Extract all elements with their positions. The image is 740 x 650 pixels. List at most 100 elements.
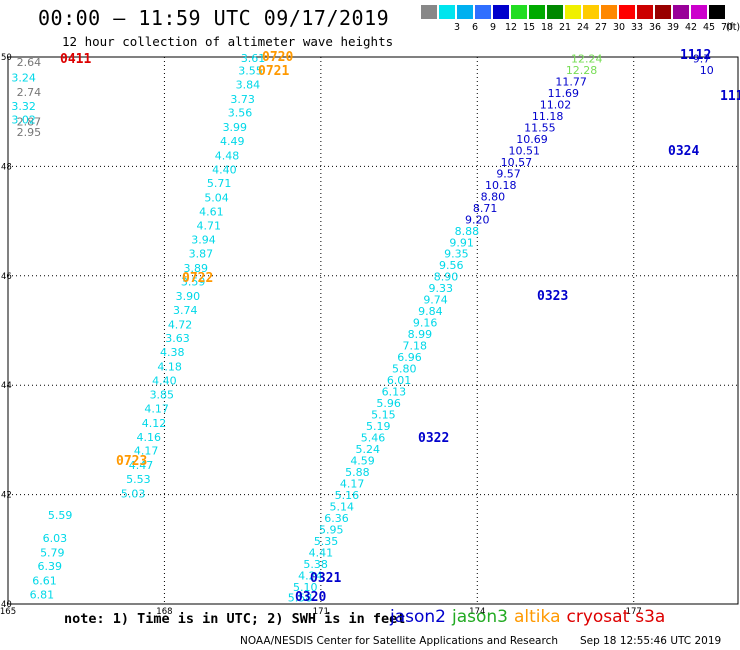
wave-height-value: 5.35: [314, 535, 339, 548]
pass-time-label: 0720: [262, 50, 293, 65]
legend-swatch: [547, 5, 564, 19]
satellite-cryosat: cryosat: [566, 607, 630, 627]
lat-tick-label: 42: [1, 491, 12, 501]
legend-swatch: [601, 5, 618, 19]
legend-swatch: [709, 5, 726, 19]
wave-height-value: 2.74: [17, 86, 42, 99]
wave-height-value: 5.71: [207, 177, 232, 190]
wave-height-value: 5.03: [121, 487, 146, 500]
wave-height-value: 4.48: [215, 149, 240, 162]
wave-height-value: 4.17: [144, 403, 169, 416]
wave-height-value: 2.87: [17, 115, 42, 128]
legend-unit: (ft): [725, 22, 740, 33]
wave-height-value: 4.47: [129, 459, 154, 472]
legend-label: 33: [630, 22, 644, 33]
wave-height-value: 11.77: [555, 75, 587, 88]
pass-time-label: 1112: [680, 48, 711, 63]
wave-height-value: 6.36: [324, 512, 349, 525]
wave-height-value: 5.10: [293, 581, 318, 594]
legend-label: 24: [576, 22, 590, 33]
legend-swatch: [673, 5, 690, 19]
legend-label: 36: [648, 22, 662, 33]
wave-height-value: 9.16: [413, 317, 438, 330]
wave-height-value: 11.02: [540, 98, 572, 111]
legend-label: 30: [612, 22, 626, 33]
wave-height-value: 3.99: [223, 121, 248, 134]
wave-height-value: 5.95: [319, 523, 344, 536]
lat-tick-label: 44: [1, 381, 12, 391]
wave-height-value: 9.35: [444, 248, 469, 261]
wave-height-value: 12.28: [566, 64, 598, 77]
wave-height-value: 4.18: [157, 360, 182, 373]
legend-label: 70: [720, 22, 734, 33]
wave-height-value: 10: [700, 64, 714, 77]
wave-height-value: 6.03: [43, 532, 68, 545]
wave-height-value: 3.84: [236, 79, 261, 92]
legend-swatch: [457, 5, 474, 19]
pass-time-label: 0324: [668, 144, 699, 159]
wave-height-value: 11.55: [524, 121, 556, 134]
wave-height-value: 9.7: [693, 52, 711, 65]
lon-tick-label: 174: [469, 607, 485, 617]
wave-height-value: 3.90: [176, 290, 201, 303]
legend-swatch: [511, 5, 528, 19]
wave-height-value: 7.18: [402, 340, 427, 353]
wave-height-value: 9.91: [449, 236, 474, 249]
wave-height-value: 5.15: [371, 409, 396, 422]
wave-height-value: 12.24: [571, 52, 603, 65]
legend-swatch: [493, 5, 510, 19]
wave-height-value: 5.14: [329, 500, 354, 513]
pass-time-label: 0322: [418, 431, 449, 446]
wave-height-value: 3.02: [11, 114, 36, 127]
legend-label: 12: [504, 22, 518, 33]
legend-label: 3: [453, 22, 461, 33]
pass-time-label: 0320: [295, 590, 326, 605]
legend-swatch: [439, 5, 456, 19]
legend-label: 42: [684, 22, 698, 33]
wave-height-value: 9.56: [439, 259, 464, 272]
lat-tick-label: 46: [1, 272, 12, 282]
wave-height-value: 5.24: [356, 443, 381, 456]
wave-height-value: 11.69: [548, 87, 580, 100]
wave-height-value: 3.89: [183, 262, 208, 275]
wave-height-value: 3.61: [241, 52, 266, 65]
wave-height-value: 6.61: [32, 574, 57, 587]
wave-height-value: 3.59: [181, 276, 206, 289]
wave-height-value: 9.57: [496, 167, 521, 180]
wave-height-value: 3.56: [228, 107, 253, 120]
wave-height-value: 5.16: [335, 489, 360, 502]
wave-height-value: 3.24: [11, 72, 36, 85]
wave-height-value: 4.12: [142, 417, 167, 430]
legend-swatch: [637, 5, 654, 19]
pass-time-label: 0411: [60, 52, 91, 67]
legend-label: 6: [471, 22, 479, 33]
wave-height-value: 9.33: [429, 282, 454, 295]
wave-height-value: 2.64: [17, 56, 42, 69]
wave-height-value: 5.46: [361, 432, 386, 445]
legend-swatch: [655, 5, 672, 19]
map-subtitle: 12 hour collection of altimeter wave hei…: [62, 34, 394, 49]
pass-time-label: 0721: [258, 64, 289, 79]
wave-height-value: 8.71: [473, 202, 498, 215]
legend-label: 45: [702, 22, 716, 33]
wave-height-value: 8.99: [408, 328, 433, 341]
wave-height-value: 5.38: [303, 558, 328, 571]
wave-height-value: 10.18: [485, 179, 517, 192]
wave-height-value: 8.80: [481, 190, 506, 203]
legend-label: 39: [666, 22, 680, 33]
wave-height-value: 5.79: [40, 546, 65, 559]
legend-swatch: [565, 5, 582, 19]
lon-tick-label: 177: [626, 607, 642, 617]
satellite-altika: altika: [514, 607, 561, 627]
credit-text: NOAA/NESDIS Center for Satellite Applica…: [240, 635, 558, 647]
wave-height-value: 4.40: [152, 375, 177, 388]
legend-label: 27: [594, 22, 608, 33]
wave-height-value: 6.13: [382, 386, 407, 399]
wave-height-value: 5.96: [376, 397, 401, 410]
lon-tick-label: 168: [156, 607, 172, 617]
footer-note: note: 1) Time is in UTC; 2) SWH is in fe…: [64, 611, 406, 627]
wave-height-value: 3.94: [191, 234, 216, 247]
wave-height-value: 3.87: [189, 248, 214, 261]
wave-height-value: 5.19: [366, 420, 391, 433]
